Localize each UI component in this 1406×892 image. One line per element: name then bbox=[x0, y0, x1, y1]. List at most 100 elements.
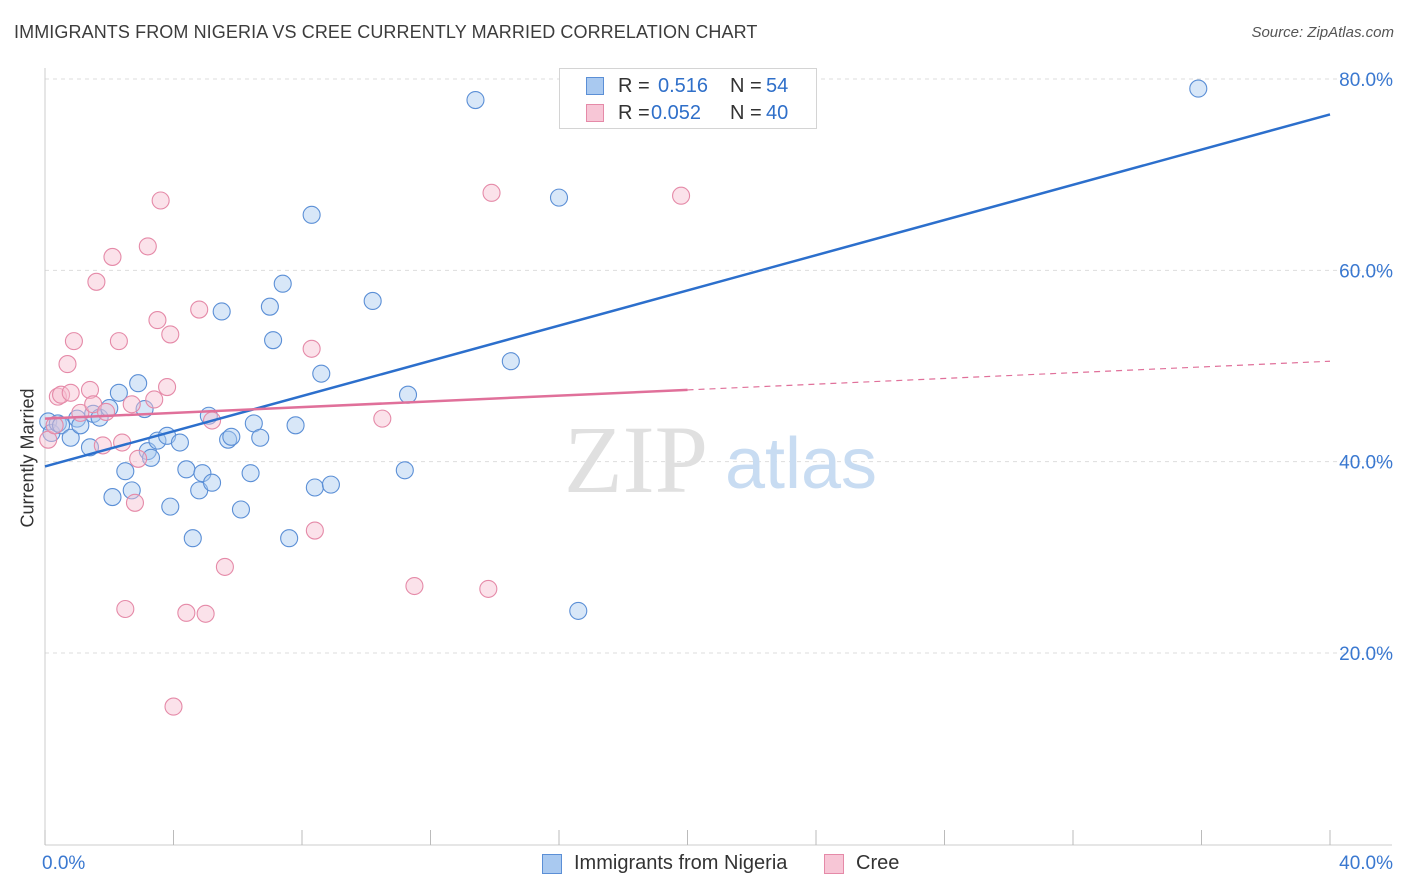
y-tick-label: 80.0% bbox=[1339, 70, 1393, 91]
cree-point bbox=[58, 355, 77, 374]
watermark: ZIP atlas bbox=[564, 406, 877, 513]
nigeria-point bbox=[1189, 79, 1208, 98]
gridlines bbox=[45, 78, 1392, 654]
chart-source: Source: ZipAtlas.com bbox=[1251, 24, 1394, 41]
cree-point bbox=[96, 402, 116, 421]
nigeria-point bbox=[231, 500, 251, 519]
cree-trend-line bbox=[44, 388, 688, 420]
legend-r-label: R = bbox=[618, 102, 650, 124]
cree-point bbox=[672, 186, 691, 205]
cree-point bbox=[302, 339, 321, 358]
cree-point bbox=[103, 247, 122, 266]
data-points bbox=[39, 79, 1208, 716]
legend-n-label: N = bbox=[730, 75, 762, 97]
nigeria-point bbox=[302, 205, 321, 224]
nigeria-point bbox=[398, 385, 418, 404]
legend-n-label: N = bbox=[730, 102, 762, 124]
cree-point bbox=[196, 604, 215, 623]
nigeria-point bbox=[241, 464, 260, 483]
nigeria-point bbox=[264, 331, 283, 350]
nigeria-point bbox=[193, 464, 212, 483]
nigeria-point bbox=[170, 433, 189, 452]
legend-n-value: 40 bbox=[766, 102, 789, 124]
y-tick-label: 40.0% bbox=[1339, 453, 1393, 474]
cree-point bbox=[80, 380, 100, 399]
nigeria-point bbox=[280, 529, 299, 548]
cree-point bbox=[145, 390, 164, 409]
nigeria-point bbox=[222, 427, 241, 446]
nigeria-point bbox=[363, 291, 382, 310]
nigeria-point bbox=[569, 601, 588, 620]
nigeria-point bbox=[312, 364, 331, 383]
nigeria-point bbox=[109, 383, 128, 402]
nigeria-point bbox=[103, 488, 122, 507]
nigeria-point bbox=[141, 448, 161, 467]
bottom-legend-label: Cree bbox=[856, 852, 900, 874]
cree-point bbox=[305, 521, 324, 540]
cree-point bbox=[405, 576, 424, 596]
nigeria-point bbox=[183, 529, 202, 548]
cree-point bbox=[87, 272, 106, 291]
nigeria-point bbox=[116, 462, 135, 481]
cree-point bbox=[190, 300, 209, 319]
nigeria-point bbox=[501, 352, 520, 371]
nigeria-point bbox=[321, 475, 340, 494]
nigeria-point bbox=[549, 188, 569, 207]
legend-row-nigeria: R = 0.516 N = 54 bbox=[560, 74, 816, 100]
nigeria-point bbox=[395, 461, 414, 480]
cree-trend-line-extension bbox=[687, 360, 1331, 391]
y-axis-label: Currently Married bbox=[17, 388, 38, 528]
legend-r-value: 0.516 bbox=[658, 75, 709, 97]
cree-point bbox=[158, 377, 177, 397]
cree-point bbox=[482, 183, 501, 202]
legend-row-cree: R = 0.052 N = 40 bbox=[560, 101, 816, 127]
trend-lines bbox=[44, 113, 1331, 468]
nigeria-point bbox=[61, 428, 80, 447]
nigeria-trend-line bbox=[44, 113, 1331, 468]
y-tick-label: 60.0% bbox=[1339, 261, 1393, 282]
x-tick-label: 0.0% bbox=[42, 853, 85, 874]
nigeria-point bbox=[260, 297, 279, 316]
cree-point bbox=[151, 191, 170, 210]
legend-n-value: 54 bbox=[766, 75, 789, 97]
cree-point bbox=[45, 416, 64, 435]
nigeria-point bbox=[129, 374, 148, 393]
cree-point bbox=[116, 599, 135, 619]
nigeria-point bbox=[212, 302, 231, 321]
nigeria-point bbox=[273, 274, 292, 293]
nigeria-point bbox=[219, 430, 238, 449]
nigeria-point bbox=[286, 416, 305, 435]
cree-point bbox=[215, 557, 234, 576]
cree-point bbox=[148, 311, 167, 330]
x-tick-label: 40.0% bbox=[1339, 853, 1393, 874]
cree-point bbox=[177, 603, 196, 622]
cree-point bbox=[122, 395, 141, 414]
nigeria-point bbox=[251, 428, 270, 447]
bottom-legend-swatch-blue bbox=[542, 854, 562, 874]
watermark-atlas: atlas bbox=[725, 424, 877, 504]
cree-point bbox=[109, 332, 128, 351]
legend-swatch-pink bbox=[586, 104, 604, 122]
cree-point bbox=[164, 697, 183, 716]
watermark-zip: ZIP bbox=[564, 406, 708, 513]
y-tick-label: 20.0% bbox=[1339, 644, 1393, 665]
legend-r-label: R = bbox=[618, 75, 650, 97]
chart-title: IMMIGRANTS FROM NIGERIA VS CREE CURRENTL… bbox=[14, 22, 758, 42]
nigeria-point bbox=[305, 478, 324, 497]
axes: 20.0% 40.0% 60.0% 80.0% 0.0% 40.0% bbox=[42, 68, 1393, 874]
nigeria-point bbox=[466, 90, 485, 110]
cree-point bbox=[129, 449, 148, 468]
legend-swatch-blue bbox=[586, 77, 604, 95]
bottom-legend-swatch-pink bbox=[824, 854, 844, 874]
nigeria-point bbox=[161, 497, 180, 516]
cree-point bbox=[138, 237, 157, 256]
cree-point bbox=[479, 579, 498, 598]
legend-r-value: 0.052 bbox=[651, 102, 702, 124]
nigeria-point bbox=[203, 473, 222, 492]
cree-point bbox=[64, 332, 83, 351]
cree-point bbox=[61, 383, 80, 402]
bottom-legend-label: Immigrants from Nigeria bbox=[574, 852, 788, 874]
cree-point bbox=[125, 493, 144, 512]
cree-point bbox=[373, 409, 392, 428]
